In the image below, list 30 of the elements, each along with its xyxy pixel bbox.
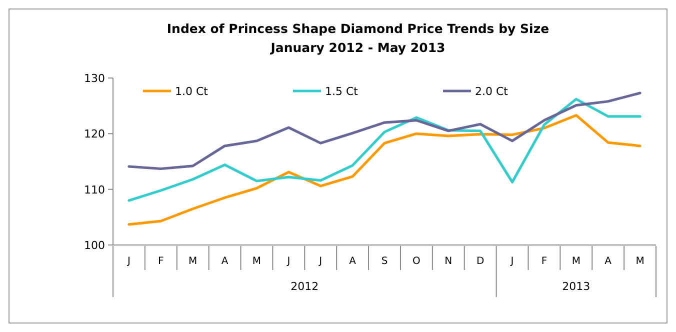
legend-label: 2.0 Ct <box>475 85 509 98</box>
y-tick-label: 130 <box>84 72 105 85</box>
x-tick-label: M <box>252 256 262 267</box>
x-tick-label: M <box>572 256 580 267</box>
chart-subtitle: January 2012 - May 2013 <box>270 40 446 55</box>
x-tick-label: A <box>221 256 228 267</box>
legend-label: 1.5 Ct <box>325 85 359 98</box>
x-tick-label: N <box>444 256 452 267</box>
x-tick-label: O <box>412 256 421 267</box>
x-tick-label: M <box>636 256 644 267</box>
legend-label: 1.0 Ct <box>175 85 209 98</box>
text: 2012 <box>290 280 319 293</box>
x-tick-label: A <box>604 256 612 267</box>
y-tick-label: 100 <box>84 239 105 252</box>
chart-title: Index of Princess Shape Diamond Price Trends by Size <box>166 21 550 36</box>
x-tick-label: J <box>318 256 322 267</box>
y-tick-label: 110 <box>84 183 105 196</box>
x-tick-label: A <box>349 256 356 267</box>
x-tick-label: S <box>381 256 388 267</box>
line-series <box>128 98 642 202</box>
x-tick-label: J <box>510 256 514 267</box>
x-tick-label: J <box>126 256 130 267</box>
y-tick-label: 120 <box>84 128 105 141</box>
x-tick-label: D <box>476 256 484 267</box>
x-tick-label: F <box>541 256 548 267</box>
x-tick-label: M <box>188 256 198 267</box>
x-tick-label: F <box>158 256 164 267</box>
line-series <box>128 114 642 226</box>
x-tick-label: J <box>286 256 290 267</box>
text: 2013 <box>562 280 590 293</box>
